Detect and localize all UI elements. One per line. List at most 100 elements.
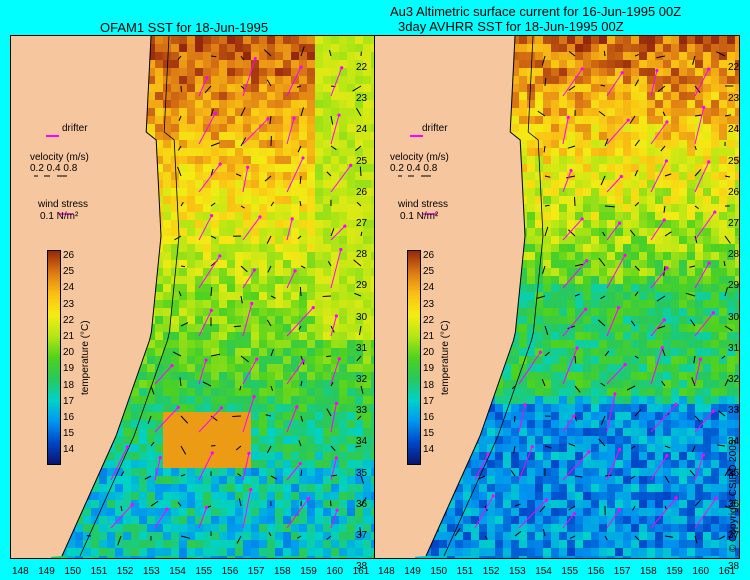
sst-cell — [719, 196, 727, 204]
sst-cell — [259, 476, 267, 484]
sst-cell — [663, 468, 671, 476]
wind-arrow — [286, 218, 293, 241]
sst-cell — [503, 396, 511, 404]
sst-cell — [543, 316, 551, 324]
sst-cell — [251, 36, 259, 44]
sst-cell — [163, 516, 171, 524]
sst-cell — [695, 52, 703, 60]
sst-cell — [623, 348, 631, 356]
sst-cell — [551, 68, 559, 76]
current-arrow — [600, 295, 606, 300]
sst-cell — [543, 332, 551, 340]
sst-cell — [371, 164, 375, 172]
sst-cell — [243, 92, 251, 100]
sst-cell — [363, 164, 371, 172]
sst-cell — [171, 356, 179, 364]
sst-cell — [163, 236, 171, 244]
sst-cell — [107, 556, 115, 558]
current-arrow — [180, 445, 187, 455]
sst-cell — [735, 84, 739, 92]
lon-label-148: 148 — [378, 566, 395, 577]
colorbar-label-left: temperature (°C) — [80, 320, 91, 395]
sst-cell — [439, 548, 447, 556]
sst-cell — [299, 60, 307, 68]
sst-cell — [655, 244, 663, 252]
sst-cell — [735, 252, 739, 260]
sst-cell — [235, 524, 243, 532]
lat-label-38: 38 — [356, 561, 368, 573]
sst-cell — [219, 220, 227, 228]
sst-cell — [655, 484, 663, 492]
sst-cell — [275, 396, 283, 404]
sst-cell — [155, 372, 163, 380]
sst-cell — [195, 60, 203, 68]
sst-cell — [671, 444, 679, 452]
sst-cell — [727, 156, 735, 164]
sst-cell — [535, 36, 543, 44]
current-arrow — [604, 138, 609, 147]
panel-right-title-line1: Au3 Altimetric surface current for 16-Ju… — [390, 4, 682, 19]
sst-cell — [671, 372, 679, 380]
sst-cell — [615, 124, 623, 132]
sst-cell — [243, 196, 251, 204]
panel-left-title: OFAM1 SST for 18-Jun-1995 — [100, 20, 269, 35]
sst-cell — [371, 436, 375, 444]
sst-cell — [347, 460, 355, 468]
sst-cell — [471, 500, 479, 508]
sst-cell — [155, 124, 163, 132]
sst-cell — [519, 292, 527, 300]
sst-cell — [599, 140, 607, 148]
sst-cell — [275, 356, 283, 364]
sst-cell — [203, 84, 211, 92]
sst-cell — [339, 452, 347, 460]
sst-cell — [363, 68, 371, 76]
sst-cell — [647, 340, 655, 348]
sst-cell — [543, 124, 551, 132]
sst-cell — [695, 156, 703, 164]
sst-cell — [671, 396, 679, 404]
sst-cell — [147, 436, 155, 444]
sst-cell — [267, 260, 275, 268]
sst-cell — [583, 548, 591, 556]
sst-cell — [535, 204, 543, 212]
sst-cell — [503, 436, 511, 444]
sst-cell — [695, 460, 703, 468]
sst-cell — [227, 132, 235, 140]
sst-cell — [583, 468, 591, 476]
sst-cell — [315, 356, 323, 364]
sst-cell — [275, 204, 283, 212]
sst-cell — [471, 540, 479, 548]
sst-cell — [559, 228, 567, 236]
sst-cell — [155, 156, 163, 164]
sst-cell — [267, 452, 275, 460]
sst-cell — [331, 516, 339, 524]
sst-cell — [655, 308, 663, 316]
sst-cell — [687, 68, 695, 76]
sst-cell — [631, 196, 639, 204]
sst-cell — [639, 52, 647, 60]
sst-cell — [519, 116, 527, 124]
sst-cell — [631, 396, 639, 404]
sst-cell — [519, 524, 527, 532]
sst-cell — [719, 84, 727, 92]
sst-cell — [527, 324, 535, 332]
sst-cell — [371, 140, 375, 148]
sst-cell — [535, 476, 543, 484]
sst-cell — [567, 348, 575, 356]
sst-cell — [315, 228, 323, 236]
sst-cell — [591, 220, 599, 228]
sst-cell — [235, 484, 243, 492]
sst-cell — [219, 484, 227, 492]
wind-arrow — [606, 72, 623, 97]
sst-cell — [331, 324, 339, 332]
wind-arrow-head — [584, 307, 588, 311]
sst-cell — [687, 508, 695, 516]
sst-cell — [599, 68, 607, 76]
sst-cell — [147, 460, 155, 468]
sst-cell — [83, 548, 91, 556]
sst-cell — [719, 60, 727, 68]
sst-cell — [711, 476, 719, 484]
sst-cell — [235, 52, 243, 60]
current-arrow — [537, 110, 546, 117]
sst-cell — [703, 140, 711, 148]
